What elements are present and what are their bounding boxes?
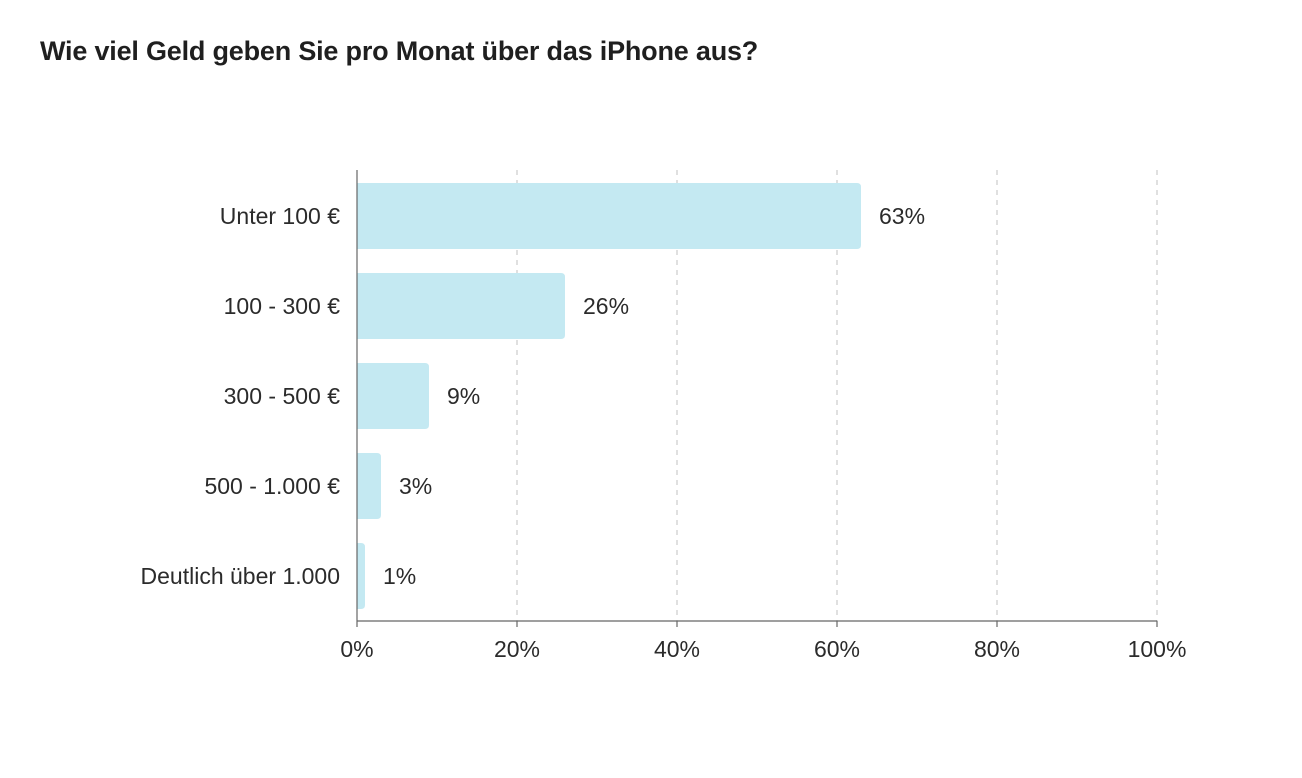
category-label: Unter 100 €: [220, 203, 340, 229]
x-tick-label: 40%: [654, 636, 700, 662]
bar: [357, 543, 365, 609]
bar: [357, 453, 381, 519]
x-tick-label: 80%: [974, 636, 1020, 662]
bar: [357, 363, 429, 429]
chart-title: Wie viel Geld geben Sie pro Monat über d…: [40, 36, 759, 66]
x-tick-label: 0%: [340, 636, 373, 662]
value-label: 1%: [383, 563, 416, 589]
x-tick-label: 20%: [494, 636, 540, 662]
x-tick-label: 100%: [1128, 636, 1187, 662]
category-label: 100 - 300 €: [224, 293, 341, 319]
value-label: 63%: [879, 203, 925, 229]
category-label: 300 - 500 €: [224, 383, 341, 409]
value-label: 26%: [583, 293, 629, 319]
value-label: 9%: [447, 383, 480, 409]
bar: [357, 183, 861, 249]
bar: [357, 273, 565, 339]
value-label: 3%: [399, 473, 432, 499]
category-label: Deutlich über 1.000: [141, 563, 340, 589]
category-label: 500 - 1.000 €: [204, 473, 340, 499]
x-tick-label: 60%: [814, 636, 860, 662]
